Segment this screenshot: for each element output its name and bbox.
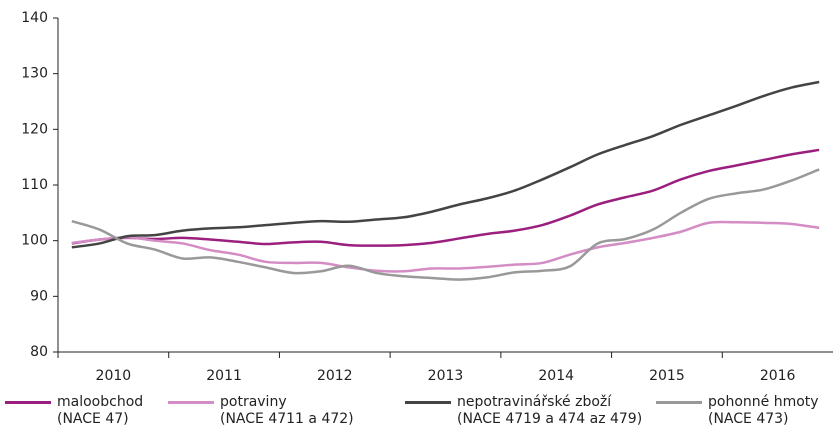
y-tick-label: 90 — [30, 288, 48, 304]
y-tick-label: 140 — [21, 10, 48, 26]
legend-swatch — [5, 401, 51, 404]
legend-label: maloobchod (NACE 47) — [57, 394, 144, 427]
legend-item: pohonné hmoty (NACE 473) — [656, 394, 819, 428]
y-tick-label: 100 — [21, 233, 48, 249]
y-tick-label: 80 — [30, 344, 48, 360]
x-tick-label: 2014 — [538, 368, 574, 384]
y-tick-label: 120 — [21, 121, 48, 137]
x-tick-label: 2012 — [317, 368, 353, 384]
legend-item: nepotravinářské zboží (NACE 4719 a 474 a… — [405, 394, 642, 428]
series-line — [71, 168, 820, 281]
y-tick-label: 130 — [21, 66, 48, 82]
series-line — [71, 220, 820, 273]
chart: 80 90 100 110 120 130 140 2010 2011 2012 2013 2014 2… — [21, 10, 833, 384]
legend-swatch — [168, 401, 214, 404]
legend-swatch — [405, 401, 451, 404]
series-line — [71, 148, 820, 247]
x-tick-label: 2013 — [428, 368, 464, 384]
series-line — [71, 80, 820, 249]
x-tick-label: 2016 — [760, 368, 796, 384]
legend-swatch — [656, 401, 702, 404]
legend-label: nepotravinářské zboží (NACE 4719 a 474 a… — [457, 394, 643, 427]
x-tick-label: 2010 — [96, 368, 132, 384]
x-tick-label: 2015 — [649, 368, 685, 384]
legend-label: potraviny (NACE 4711 a 472) — [220, 394, 354, 427]
legend-label: pohonné hmoty (NACE 473) — [708, 394, 819, 427]
y-tick-label: 110 — [21, 177, 48, 193]
x-tick-label: 2011 — [206, 368, 242, 384]
legend-item: potraviny (NACE 4711 a 472) — [168, 394, 354, 428]
legend-item: maloobchod (NACE 47) — [5, 394, 143, 428]
